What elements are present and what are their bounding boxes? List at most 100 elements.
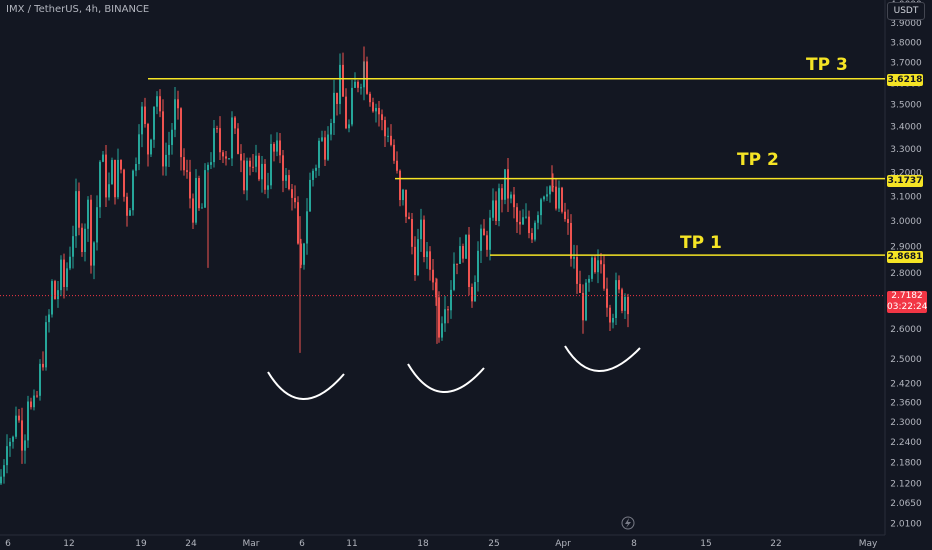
x-tick-label: 22 xyxy=(770,539,781,549)
candle-body xyxy=(492,200,494,218)
candle-body xyxy=(495,200,497,221)
candle-body xyxy=(591,257,593,279)
candle-body xyxy=(252,166,254,168)
candle-body xyxy=(504,169,506,200)
candle-body xyxy=(420,219,422,240)
y-tick-label: 3.7000 xyxy=(890,59,922,69)
candle-body xyxy=(219,128,221,153)
candle-body xyxy=(606,288,608,308)
candle-body xyxy=(570,222,572,259)
candle-body xyxy=(300,243,302,265)
candle-body xyxy=(210,162,212,165)
y-tick-label: 2.3000 xyxy=(890,418,922,428)
candle-body xyxy=(246,160,248,191)
tp2-price-label: 3.1737 xyxy=(887,175,923,187)
candle-body xyxy=(6,446,8,466)
candle-body xyxy=(507,169,509,199)
candle-body xyxy=(234,117,236,129)
candle-body xyxy=(612,317,614,323)
y-tick-label: 2.6000 xyxy=(890,325,922,335)
candle-body xyxy=(231,117,233,159)
x-tick-label: 18 xyxy=(417,539,429,549)
candle-body xyxy=(510,194,512,199)
candle-body xyxy=(435,282,437,298)
candle-body xyxy=(408,216,410,219)
candle-body xyxy=(21,420,23,451)
candle-body xyxy=(174,99,176,130)
y-tick-label: 3.4000 xyxy=(890,123,922,133)
candle-body xyxy=(30,401,32,408)
candle-body xyxy=(162,111,164,167)
x-tick-label: 25 xyxy=(488,539,499,549)
y-tick-label: 3.8000 xyxy=(890,39,922,49)
candle-body xyxy=(471,286,473,302)
candle-body xyxy=(447,309,449,311)
candle-body xyxy=(60,259,62,291)
candle-body xyxy=(480,228,482,251)
candle-body xyxy=(516,207,518,222)
candle-body xyxy=(285,175,287,181)
x-tick-label: 6 xyxy=(299,539,305,549)
candle-body xyxy=(87,199,89,229)
candle-body xyxy=(36,395,38,397)
y-tick-label: 3.9000 xyxy=(890,19,922,29)
candle-body xyxy=(477,250,479,283)
candle-countdown: 03:22:24 xyxy=(887,302,928,312)
y-tick-label: 2.5000 xyxy=(890,355,922,365)
candle-body xyxy=(120,159,122,170)
candle-body xyxy=(342,64,344,97)
y-tick-label: 3.0000 xyxy=(890,217,922,227)
candle-body xyxy=(279,140,281,156)
candle-body xyxy=(66,268,68,287)
candle-body xyxy=(555,186,557,209)
candle-body xyxy=(564,211,566,220)
candle-body xyxy=(177,99,179,109)
candle-body xyxy=(444,309,446,324)
candle-body xyxy=(438,297,440,338)
candle-body xyxy=(405,189,407,217)
candle-body xyxy=(381,114,383,121)
candle-body xyxy=(156,96,158,107)
candle-body xyxy=(75,191,77,237)
x-tick-label: Mar xyxy=(243,539,260,549)
x-tick-label: 8 xyxy=(631,539,637,549)
candle-body xyxy=(294,197,296,203)
lightning-icon xyxy=(625,518,631,528)
candle-body xyxy=(192,198,194,223)
candle-body xyxy=(333,92,335,124)
candle-body xyxy=(108,184,110,198)
current-price-label: 2.7182 03:22:24 xyxy=(887,291,927,313)
y-tick-label: 2.2400 xyxy=(890,438,922,448)
candle-body xyxy=(273,143,275,152)
y-tick-label: 2.4200 xyxy=(890,379,922,389)
candle-body xyxy=(519,221,521,225)
candle-body xyxy=(48,314,50,323)
candle-body xyxy=(126,196,128,216)
event-marker-icon xyxy=(621,516,635,530)
y-tick-label: 2.9000 xyxy=(890,243,922,253)
x-tick-label: 6 xyxy=(5,539,11,549)
candle-body xyxy=(573,257,575,259)
x-tick-label: 24 xyxy=(185,539,197,549)
candle-body xyxy=(258,155,260,180)
candle-body xyxy=(384,120,386,137)
candle-body xyxy=(303,243,305,265)
candle-body xyxy=(552,186,554,188)
currency-unit-button[interactable]: USDT xyxy=(887,2,925,20)
candle-body xyxy=(456,263,458,265)
candle-body xyxy=(360,87,362,89)
candle-body xyxy=(12,436,14,442)
candle-body xyxy=(585,282,587,321)
candle-body xyxy=(243,160,245,191)
candle-body xyxy=(600,260,602,265)
candle-body xyxy=(567,219,569,223)
candle-body xyxy=(417,239,419,276)
left-shoulder-arc xyxy=(267,371,345,400)
candle-body xyxy=(180,108,182,158)
candle-body xyxy=(57,290,59,300)
candle-body xyxy=(513,194,515,208)
candle-body xyxy=(114,159,116,198)
candle-body xyxy=(186,170,188,172)
candle-body xyxy=(624,296,626,311)
